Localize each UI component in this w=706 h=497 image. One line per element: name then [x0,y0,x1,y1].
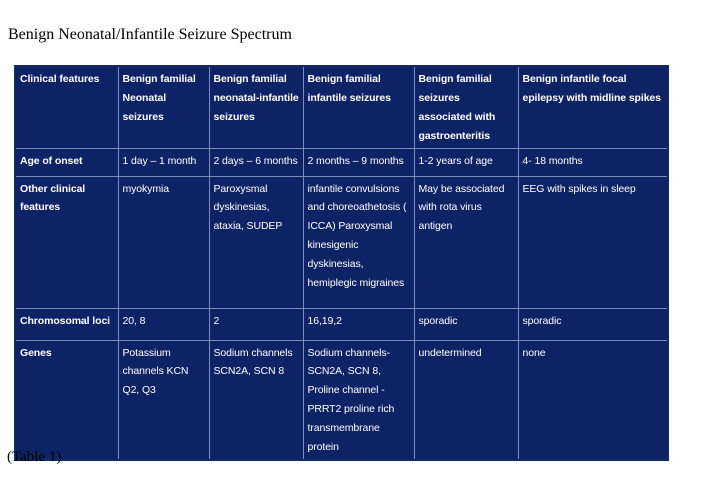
column-header-benign-familial-infantile: Benign familial infantile seizures [302,65,415,149]
table-caption: (Table 1) [7,449,62,465]
table-row-chromosomal-loci: Chromosomal loci 20, 8 2 16,19,2 sporadi… [14,307,669,341]
table-cell: 20, 8 [117,307,210,341]
table-row-age-of-onset: Age of onset 1 day – 1 month 2 days – 6 … [14,147,669,177]
table-cell: 1 day – 1 month [117,147,210,177]
table-cell: 2 days – 6 months [208,147,304,177]
table-row-genes: Genes Potassium channels KCN Q2, Q3 Sodi… [14,339,669,461]
table-cell: none [517,339,669,461]
row-label-chromosomal-loci: Chromosomal loci [14,307,119,341]
table-cell: myokymia [117,175,210,309]
table-cell: EEG with spikes in sleep [517,175,669,309]
table-cell: 4- 18 months [517,147,669,177]
table-cell: undetermined [413,339,519,461]
table-cell: Sodium channels SCN2A, SCN 8 [208,339,304,461]
table-cell: 2 [208,307,304,341]
seizure-spectrum-table: Clinical features Benign familial Neonat… [14,65,669,461]
table-cell: May be associated with rota virus antige… [413,175,519,309]
table-cell: 1-2 years of age [413,147,519,177]
table-cell: infantile convulsions and choreoathetosi… [302,175,415,309]
row-label-age-of-onset: Age of onset [14,147,119,177]
column-header-clinical-features: Clinical features [14,65,119,149]
table-cell: Sodium channels- SCN2A, SCN 8, Proline c… [302,339,415,461]
page-title: Benign Neonatal/Infantile Seizure Spectr… [8,26,292,43]
table-cell: 16,19,2 [302,307,415,341]
table-cell: sporadic [517,307,669,341]
table-cell: Paroxysmal dyskinesias, ataxia, SUDEP [208,175,304,309]
column-header-seizures-gastroenteritis: Benign familial seizures associated with… [413,65,519,149]
table-row-other-clinical-features: Other clinical features myokymia Paroxys… [14,175,669,309]
column-header-benign-familial-neonatal: Benign familial Neonatal seizures [117,65,210,149]
table-cell: 2 months – 9 months [302,147,415,177]
row-label-genes: Genes [14,339,119,461]
table-header-row: Clinical features Benign familial Neonat… [14,65,669,149]
table-cell: sporadic [413,307,519,341]
column-header-infantile-focal-epilepsy: Benign infantile focal epilepsy with mid… [517,65,669,149]
table-cell: Potassium channels KCN Q2, Q3 [117,339,210,461]
column-header-benign-familial-neonatal-infantile: Benign familial neonatal-infantile seizu… [208,65,304,149]
row-label-other-clinical-features: Other clinical features [14,175,119,309]
